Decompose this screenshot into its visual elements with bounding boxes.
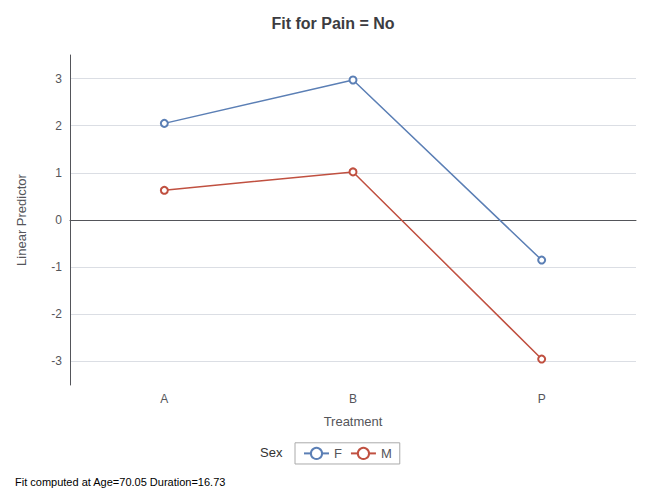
svg-text:F: F (334, 446, 342, 461)
svg-text:1: 1 (55, 166, 62, 180)
svg-text:0: 0 (55, 213, 62, 227)
svg-text:Fit computed at Age=70.05 Dura: Fit computed at Age=70.05 Duration=16.73 (15, 476, 225, 488)
svg-text:A: A (160, 392, 168, 406)
svg-text:-3: -3 (51, 354, 62, 368)
svg-text:3: 3 (55, 72, 62, 86)
svg-text:M: M (381, 446, 392, 461)
svg-text:-2: -2 (51, 307, 62, 321)
svg-text:2: 2 (55, 119, 62, 133)
svg-text:Linear Predictor: Linear Predictor (14, 173, 29, 265)
svg-text:B: B (349, 392, 357, 406)
svg-text:P: P (538, 392, 546, 406)
svg-text:Treatment: Treatment (324, 414, 383, 429)
svg-text:-1: -1 (51, 260, 62, 274)
svg-text:Sex: Sex (260, 445, 283, 460)
svg-text:Fit for Pain = No: Fit for Pain = No (271, 15, 394, 32)
